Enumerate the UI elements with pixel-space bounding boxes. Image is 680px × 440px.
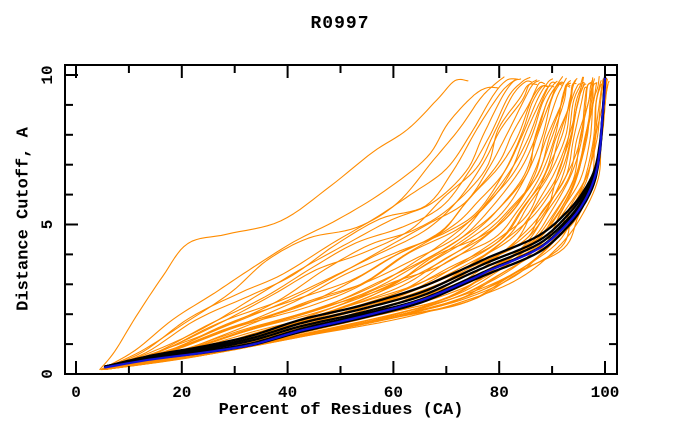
chart-title: R0997 xyxy=(310,14,370,34)
x-tick-label: 60 xyxy=(384,384,403,402)
y-tick-label: 0 xyxy=(39,369,57,379)
x-tick-label: 40 xyxy=(278,384,297,402)
x-tick-label: 80 xyxy=(490,384,509,402)
y-tick-label: 10 xyxy=(39,65,57,84)
x-tick-label: 20 xyxy=(172,384,191,402)
x-axis-label: Percent of Residues (CA) xyxy=(218,401,464,420)
y-tick-label: 5 xyxy=(39,220,57,230)
x-tick-label: 100 xyxy=(591,384,620,402)
y-axis-label: Distance Cutoff, A xyxy=(14,127,34,311)
x-tick-label: 0 xyxy=(71,384,81,402)
